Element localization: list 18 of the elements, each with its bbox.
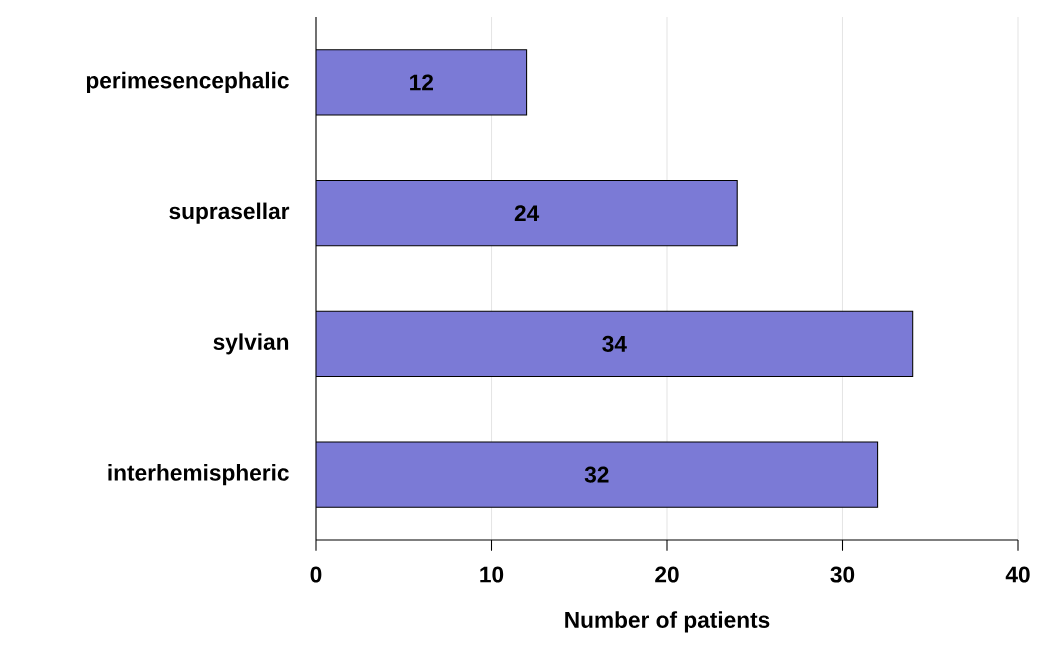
y-tick-label: interhemispheric — [108, 464, 289, 486]
bar — [316, 310, 914, 378]
x-tick-label: 10 — [480, 566, 504, 583]
x-tick-label: 20 — [655, 566, 679, 583]
bar — [316, 179, 738, 247]
x-tick-label: 30 — [830, 566, 855, 583]
data-label: 24 — [514, 205, 540, 222]
data-label: 12 — [410, 74, 433, 91]
bar — [316, 441, 879, 508]
y-tick-label: sylvian — [213, 333, 289, 355]
y-tick-label: perimesencephalic — [86, 71, 289, 93]
x-tick-label: 40 — [1005, 566, 1030, 583]
y-tick-label: suprasellar — [169, 202, 290, 224]
data-label: 32 — [584, 466, 609, 483]
x-axis-title: Number of patients — [565, 611, 770, 633]
data-label: 34 — [602, 335, 627, 352]
x-tick-label: 0 — [310, 566, 322, 583]
bar — [316, 49, 528, 116]
